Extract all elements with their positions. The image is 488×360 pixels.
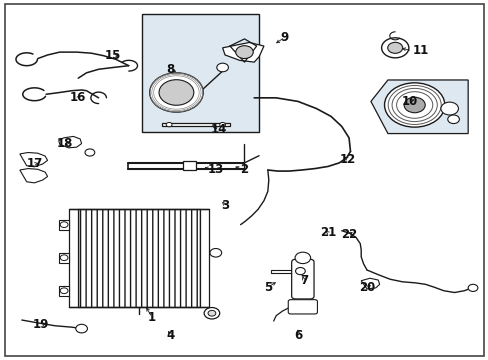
Text: 3: 3 [221, 198, 229, 212]
Text: 13: 13 [207, 163, 223, 176]
Circle shape [384, 83, 444, 127]
Text: 20: 20 [358, 282, 374, 294]
Polygon shape [370, 80, 467, 134]
Circle shape [387, 42, 402, 53]
Circle shape [219, 122, 225, 127]
Circle shape [60, 255, 68, 261]
Text: 15: 15 [105, 49, 121, 62]
Circle shape [216, 63, 228, 72]
Circle shape [149, 73, 203, 112]
Text: 6: 6 [293, 329, 302, 342]
Circle shape [294, 252, 310, 264]
Text: 9: 9 [280, 31, 288, 44]
Circle shape [203, 307, 219, 319]
Text: 12: 12 [339, 153, 355, 166]
Circle shape [166, 122, 172, 127]
Polygon shape [222, 42, 264, 62]
Circle shape [440, 102, 458, 115]
Text: 19: 19 [33, 318, 49, 331]
Circle shape [467, 284, 477, 292]
Text: 10: 10 [401, 95, 417, 108]
Text: 14: 14 [211, 123, 227, 136]
Text: 16: 16 [70, 91, 86, 104]
Circle shape [447, 115, 458, 123]
Circle shape [209, 248, 221, 257]
Circle shape [159, 80, 193, 105]
Circle shape [207, 310, 215, 316]
Text: 8: 8 [166, 63, 174, 76]
Bar [183, 161, 196, 170]
Text: 2: 2 [240, 163, 248, 176]
Circle shape [403, 97, 425, 113]
Bar [78, 208, 200, 307]
Bar [200, 208, 208, 307]
Circle shape [76, 324, 87, 333]
Circle shape [381, 38, 408, 58]
Bar [59, 253, 69, 263]
Circle shape [235, 46, 253, 59]
Text: 5: 5 [263, 281, 271, 294]
FancyBboxPatch shape [287, 300, 317, 314]
Bar [59, 286, 69, 296]
Text: 21: 21 [319, 226, 336, 239]
Circle shape [85, 149, 95, 156]
Bar [59, 220, 69, 230]
Polygon shape [162, 123, 229, 126]
Circle shape [60, 288, 68, 294]
Text: 18: 18 [56, 137, 73, 150]
Text: 7: 7 [299, 274, 307, 287]
Text: 1: 1 [148, 311, 156, 324]
Text: 11: 11 [411, 44, 428, 57]
Text: 22: 22 [340, 228, 356, 241]
Polygon shape [20, 168, 47, 183]
Polygon shape [271, 270, 295, 273]
Circle shape [295, 267, 305, 275]
FancyBboxPatch shape [142, 14, 259, 132]
Circle shape [60, 222, 68, 228]
Polygon shape [59, 136, 81, 148]
Polygon shape [361, 278, 379, 289]
Text: 17: 17 [26, 157, 42, 170]
Text: 4: 4 [166, 329, 174, 342]
FancyBboxPatch shape [291, 259, 313, 299]
Bar [69, 208, 78, 307]
Polygon shape [20, 153, 47, 167]
